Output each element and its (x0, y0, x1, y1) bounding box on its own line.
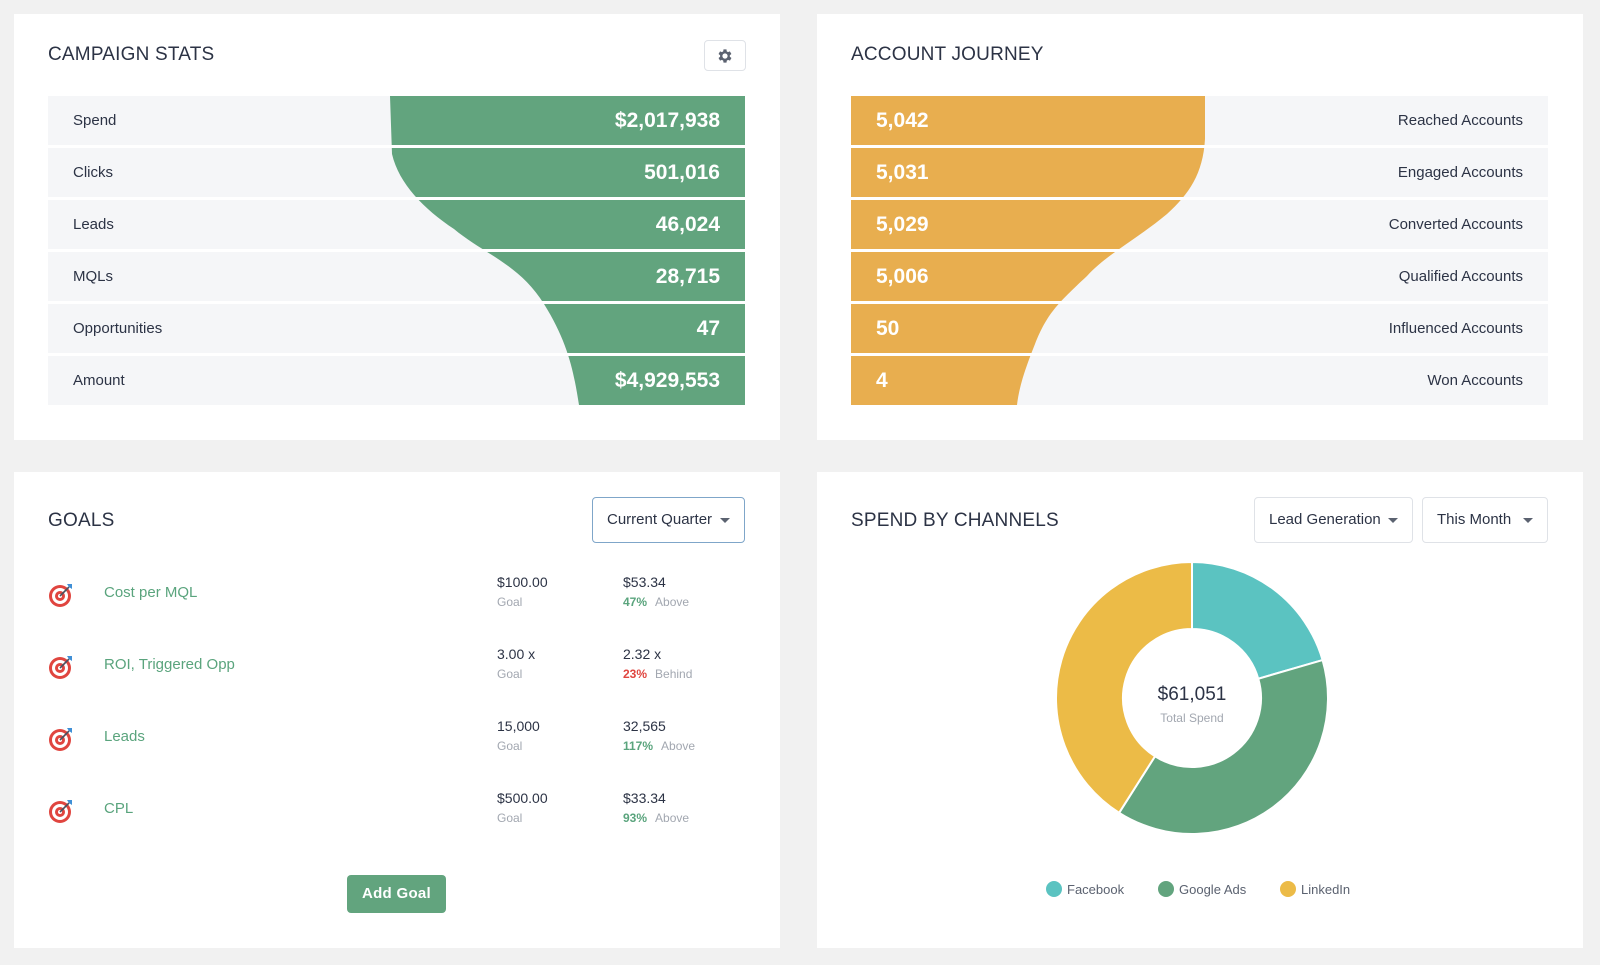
account-journey-card: ACCOUNT JOURNEY Reached Accounts Engaged … (817, 14, 1583, 440)
goal-target-value: 3.00 x (497, 646, 536, 662)
goal-name-link[interactable]: Cost per MQL (104, 584, 198, 601)
legend-label: Facebook (1067, 881, 1125, 897)
goal-name-link[interactable]: CPL (104, 800, 134, 817)
account-journey-title: ACCOUNT JOURNEY (851, 44, 1044, 65)
goal-target-label: Goal (497, 595, 523, 609)
goal-row: Cost per MQL $100.00 Goal $53.34 47% Above (48, 570, 745, 620)
campaign-funnel-shape (48, 96, 745, 405)
goals-period-select[interactable]: Current Quarter (592, 497, 745, 543)
legend-item[interactable]: LinkedIn (1280, 881, 1350, 897)
goal-actual-value: 32,565 (623, 718, 666, 734)
goal-name-link[interactable]: Leads (104, 728, 145, 745)
goal-progress: 47% Above (623, 595, 689, 609)
goal-target-label: Goal (497, 811, 523, 825)
journey-row-value: 5,029 (876, 213, 929, 236)
donut-total-value: $61,051 (1158, 684, 1227, 705)
target-icon (49, 584, 72, 607)
channel-period-select[interactable]: This Month (1422, 497, 1548, 543)
donut-slice-google-ads[interactable] (1117, 658, 1329, 835)
journey-row-label: Converted Accounts (1388, 216, 1523, 233)
funnel-row-value: 47 (696, 317, 720, 340)
journey-row-label: Engaged Accounts (1397, 164, 1523, 181)
funnel-row-value: 46,024 (655, 213, 720, 236)
legend-item[interactable]: Google Ads (1158, 881, 1246, 897)
funnel-row-label: Opportunities (73, 320, 163, 337)
goal-row: CPL $500.00 Goal $33.34 93% Above (48, 786, 745, 836)
goal-status: Above (655, 811, 690, 825)
journey-row-label: Influenced Accounts (1388, 320, 1523, 337)
journey-row-value: 5,042 (876, 109, 929, 132)
goal-target-value: $100.00 (497, 574, 548, 590)
funnel-row-label: Clicks (73, 164, 113, 181)
channel-type-value: Lead Generation (1269, 511, 1381, 528)
campaign-stats-card: CAMPAIGN STATS Spend Clicks Leads MQLs Oppor… (14, 14, 780, 440)
legend-label: LinkedIn (1301, 881, 1351, 897)
goal-progress: 93% Above (623, 811, 689, 825)
target-icon (49, 656, 72, 679)
goal-progress: 117% Above (623, 739, 695, 753)
legend-swatch (1280, 881, 1296, 897)
goal-percent: 23% (623, 667, 648, 681)
journey-row-value: 5,006 (876, 265, 929, 288)
journey-funnel-shape (851, 96, 1548, 405)
goal-percent: 47% (623, 595, 648, 609)
legend-swatch (1046, 881, 1062, 897)
goals-card: GOALS Current Quarter Cost per MQL $100.0… (14, 472, 780, 948)
donut-slice-facebook[interactable] (1191, 560, 1324, 680)
goal-percent: 117% (623, 739, 654, 753)
goal-status: Behind (655, 667, 693, 681)
gear-icon (718, 48, 732, 63)
donut-total-label: Total Spend (1160, 711, 1223, 725)
journey-row-label: Reached Accounts (1397, 112, 1523, 129)
funnel-row-label: Leads (73, 216, 114, 233)
goals-period-value: Current Quarter (607, 511, 713, 528)
goal-actual-value: 2.32 x (623, 646, 662, 662)
goal-actual-value: $53.34 (623, 574, 666, 590)
spend-by-channels-card: SPEND BY CHANNELS Lead Generation This M… (817, 472, 1583, 948)
goals-title: GOALS (48, 510, 115, 531)
legend-item[interactable]: Facebook (1046, 881, 1124, 897)
goal-target-label: Goal (497, 667, 523, 681)
goal-actual-value: $33.34 (623, 790, 666, 806)
spend-by-channels-title: SPEND BY CHANNELS (851, 510, 1059, 531)
goal-status: Above (661, 739, 696, 753)
goal-percent: 93% (623, 811, 648, 825)
spend-donut-chart: $61,051 Total Spend (1055, 560, 1329, 835)
goal-target-label: Goal (497, 739, 523, 753)
settings-button[interactable] (704, 40, 746, 71)
legend-swatch (1158, 881, 1174, 897)
goal-target-value: 15,000 (497, 718, 540, 734)
channel-type-select[interactable]: Lead Generation (1254, 497, 1413, 543)
funnel-row-value: 501,016 (644, 161, 720, 184)
chevron-down-icon (1523, 518, 1533, 523)
goal-progress: 23% Behind (623, 667, 692, 681)
funnel-row-value: $2,017,938 (614, 109, 720, 132)
journey-row-value: 50 (876, 317, 900, 340)
journey-row-label: Qualified Accounts (1398, 268, 1523, 285)
campaign-stats-title: CAMPAIGN STATS (48, 44, 215, 65)
funnel-row-label: Spend (73, 112, 117, 129)
chevron-down-icon (1388, 518, 1398, 523)
funnel-row-label: MQLs (73, 268, 114, 285)
channel-period-value: This Month (1437, 511, 1512, 528)
journey-row-label: Won Accounts (1427, 372, 1523, 389)
legend-label: Google Ads (1179, 881, 1247, 897)
target-icon (49, 800, 72, 823)
add-goal-button[interactable]: Add Goal (347, 875, 446, 913)
journey-row-value: 5,031 (876, 161, 929, 184)
target-icon (49, 728, 72, 751)
funnel-row-value: 28,715 (655, 265, 720, 288)
funnel-row-value: $4,929,553 (614, 369, 720, 392)
goal-status: Above (655, 595, 690, 609)
funnel-row-label: Amount (73, 372, 125, 389)
journey-row-value: 4 (876, 369, 888, 392)
goal-target-value: $500.00 (497, 790, 548, 806)
goal-name-link[interactable]: ROI, Triggered Opp (104, 656, 235, 673)
goal-row: Leads 15,000 Goal 32,565 117% Above (48, 714, 745, 764)
goal-row: ROI, Triggered Opp 3.00 x Goal 2.32 x 23% Beh… (48, 642, 745, 692)
donut-slice-linkedin[interactable] (1055, 560, 1193, 815)
chevron-down-icon (720, 518, 730, 523)
